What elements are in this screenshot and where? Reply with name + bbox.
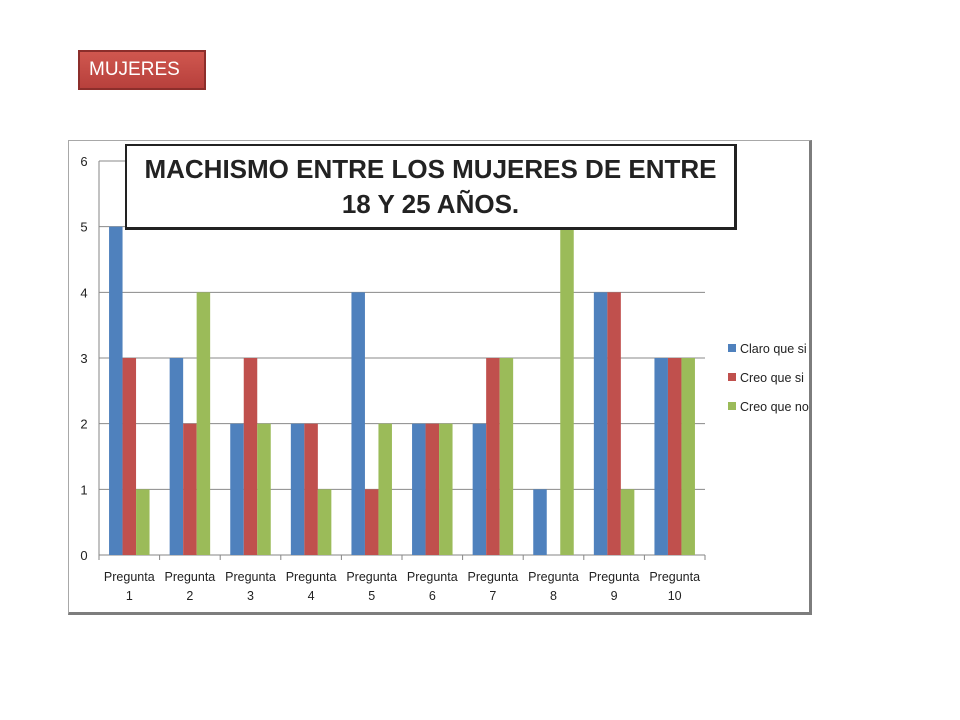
bar-claro-que-si-10 [654,358,668,555]
y-tick-label: 4 [80,285,87,300]
bar-creo-que-si-4 [304,423,318,555]
bar-claro-que-si-8 [533,489,547,555]
category-label: Pregunta [225,570,276,584]
category-number: 9 [611,589,618,603]
bar-creo-que-no-2 [196,292,211,555]
bar-creo-que-si-10 [667,358,682,555]
bar-creo-que-si-1 [122,358,137,555]
category-number: 10 [668,589,682,603]
y-tick-label: 5 [80,220,87,235]
legend-swatch-3 [728,402,736,410]
bar-creo-que-si-7 [486,358,500,555]
category-number: 8 [550,589,557,603]
bar-claro-que-si-5 [351,292,365,555]
mujeres-badge: MUJERES [78,50,206,90]
legend-swatch-1 [728,344,736,352]
legend-label-1: Claro que si [740,342,807,356]
category-label: Pregunta [407,570,458,584]
bar-claro-que-si-6 [412,423,426,555]
chart-title-line-1: MACHISMO ENTRE LOS MUJERES DE ENTRE [144,153,717,184]
legend-label-3: Creo que no [740,400,809,414]
bar-claro-que-si-9 [593,292,608,555]
bar-creo-que-no-1 [136,489,150,555]
y-tick-label: 2 [80,417,87,432]
category-number: 3 [247,589,254,603]
bar-creo-que-no-6 [439,423,453,555]
bar-claro-que-si-1 [109,226,123,555]
chart-title: MACHISMO ENTRE LOS MUJERES DE ENTRE 18 Y… [125,144,737,230]
y-tick-label: 3 [80,351,87,366]
category-label: Pregunta [468,570,519,584]
bar-creo-que-no-4 [317,489,332,555]
category-number: 7 [489,589,496,603]
bar-creo-que-no-10 [681,358,695,555]
bar-creo-que-si-9 [607,292,621,555]
category-number: 2 [186,589,193,603]
bar-creo-que-no-5 [378,423,392,555]
category-label: Pregunta [165,570,216,584]
category-number: 4 [308,589,315,603]
bar-creo-que-no-7 [499,358,514,555]
category-number: 5 [368,589,375,603]
legend-label-2: Creo que si [740,371,804,385]
bar-creo-que-si-3 [243,358,258,555]
category-label: Pregunta [649,570,700,584]
category-label: Pregunta [589,570,640,584]
bar-creo-que-no-8 [560,226,574,555]
bar-creo-que-si-2 [183,423,197,555]
bar-creo-que-si-5 [364,489,379,555]
legend-swatch-2 [728,373,736,381]
bar-claro-que-si-7 [472,423,487,555]
bar-creo-que-no-9 [620,489,635,555]
bar-claro-que-si-4 [290,423,305,555]
y-tick-label: 6 [80,154,87,169]
chart-title-line-2: 18 Y 25 AÑOS. [341,188,520,219]
category-label: Pregunta [346,570,397,584]
category-number: 1 [126,589,133,603]
bar-creo-que-si-6 [425,423,440,555]
y-tick-label: 1 [80,482,87,497]
y-tick-label: 0 [80,548,87,563]
bar-claro-que-si-2 [169,358,184,555]
category-label: Pregunta [286,570,337,584]
bar-claro-que-si-3 [230,423,244,555]
category-label: Pregunta [528,570,579,584]
category-number: 6 [429,589,436,603]
category-label: Pregunta [104,570,155,584]
bar-creo-que-no-3 [257,423,271,555]
